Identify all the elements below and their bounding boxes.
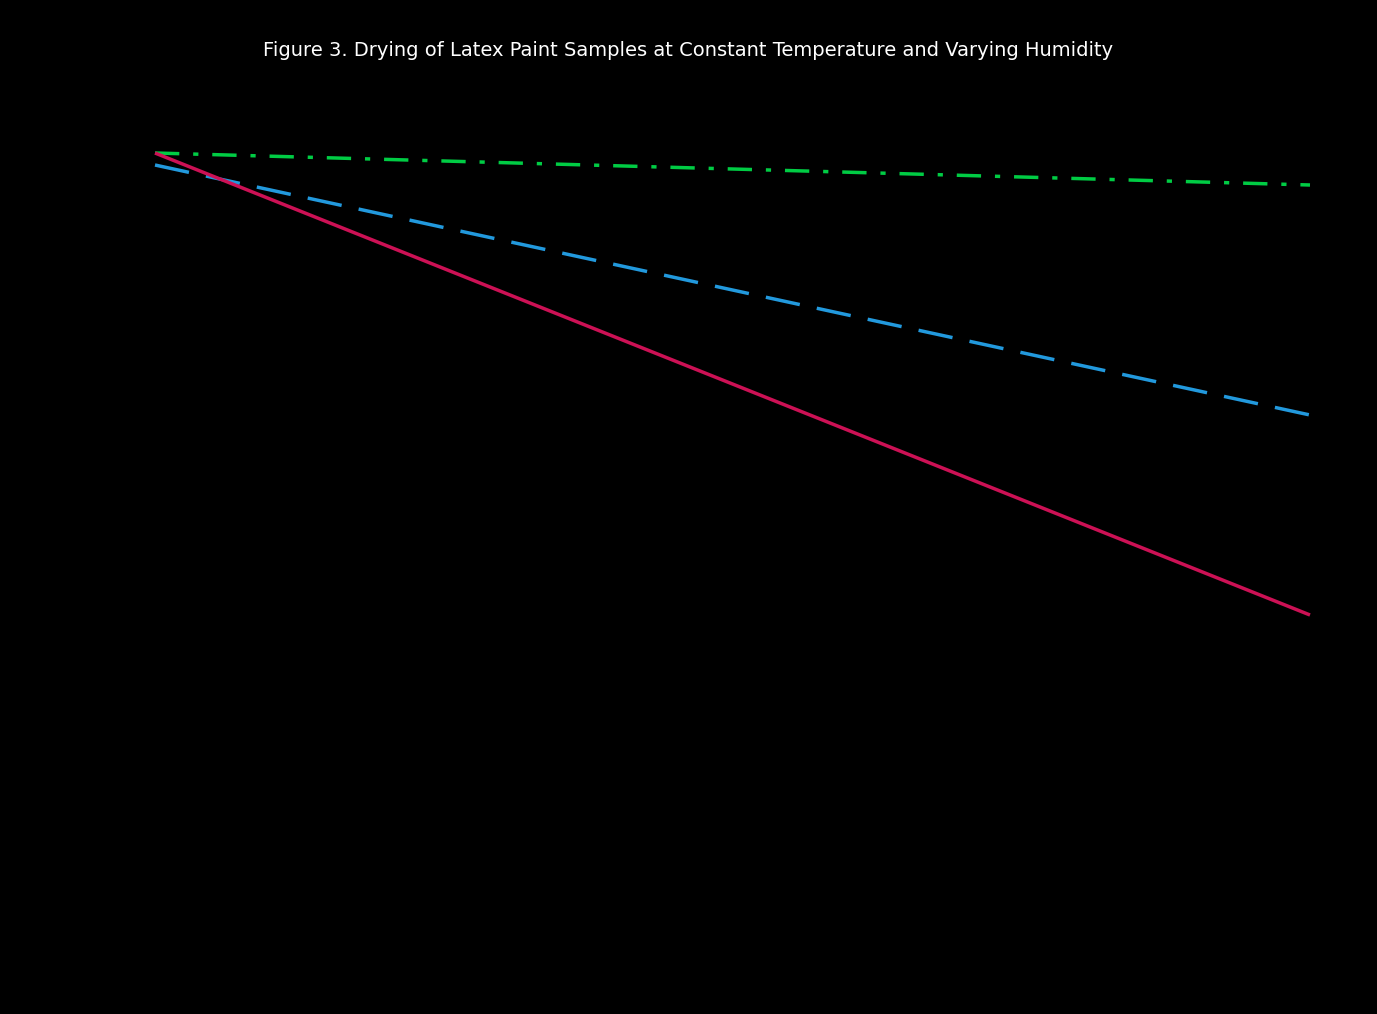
Text: Figure 3. Drying of Latex Paint Samples at Constant Temperature and Varying Humi: Figure 3. Drying of Latex Paint Samples … [263, 41, 1114, 60]
